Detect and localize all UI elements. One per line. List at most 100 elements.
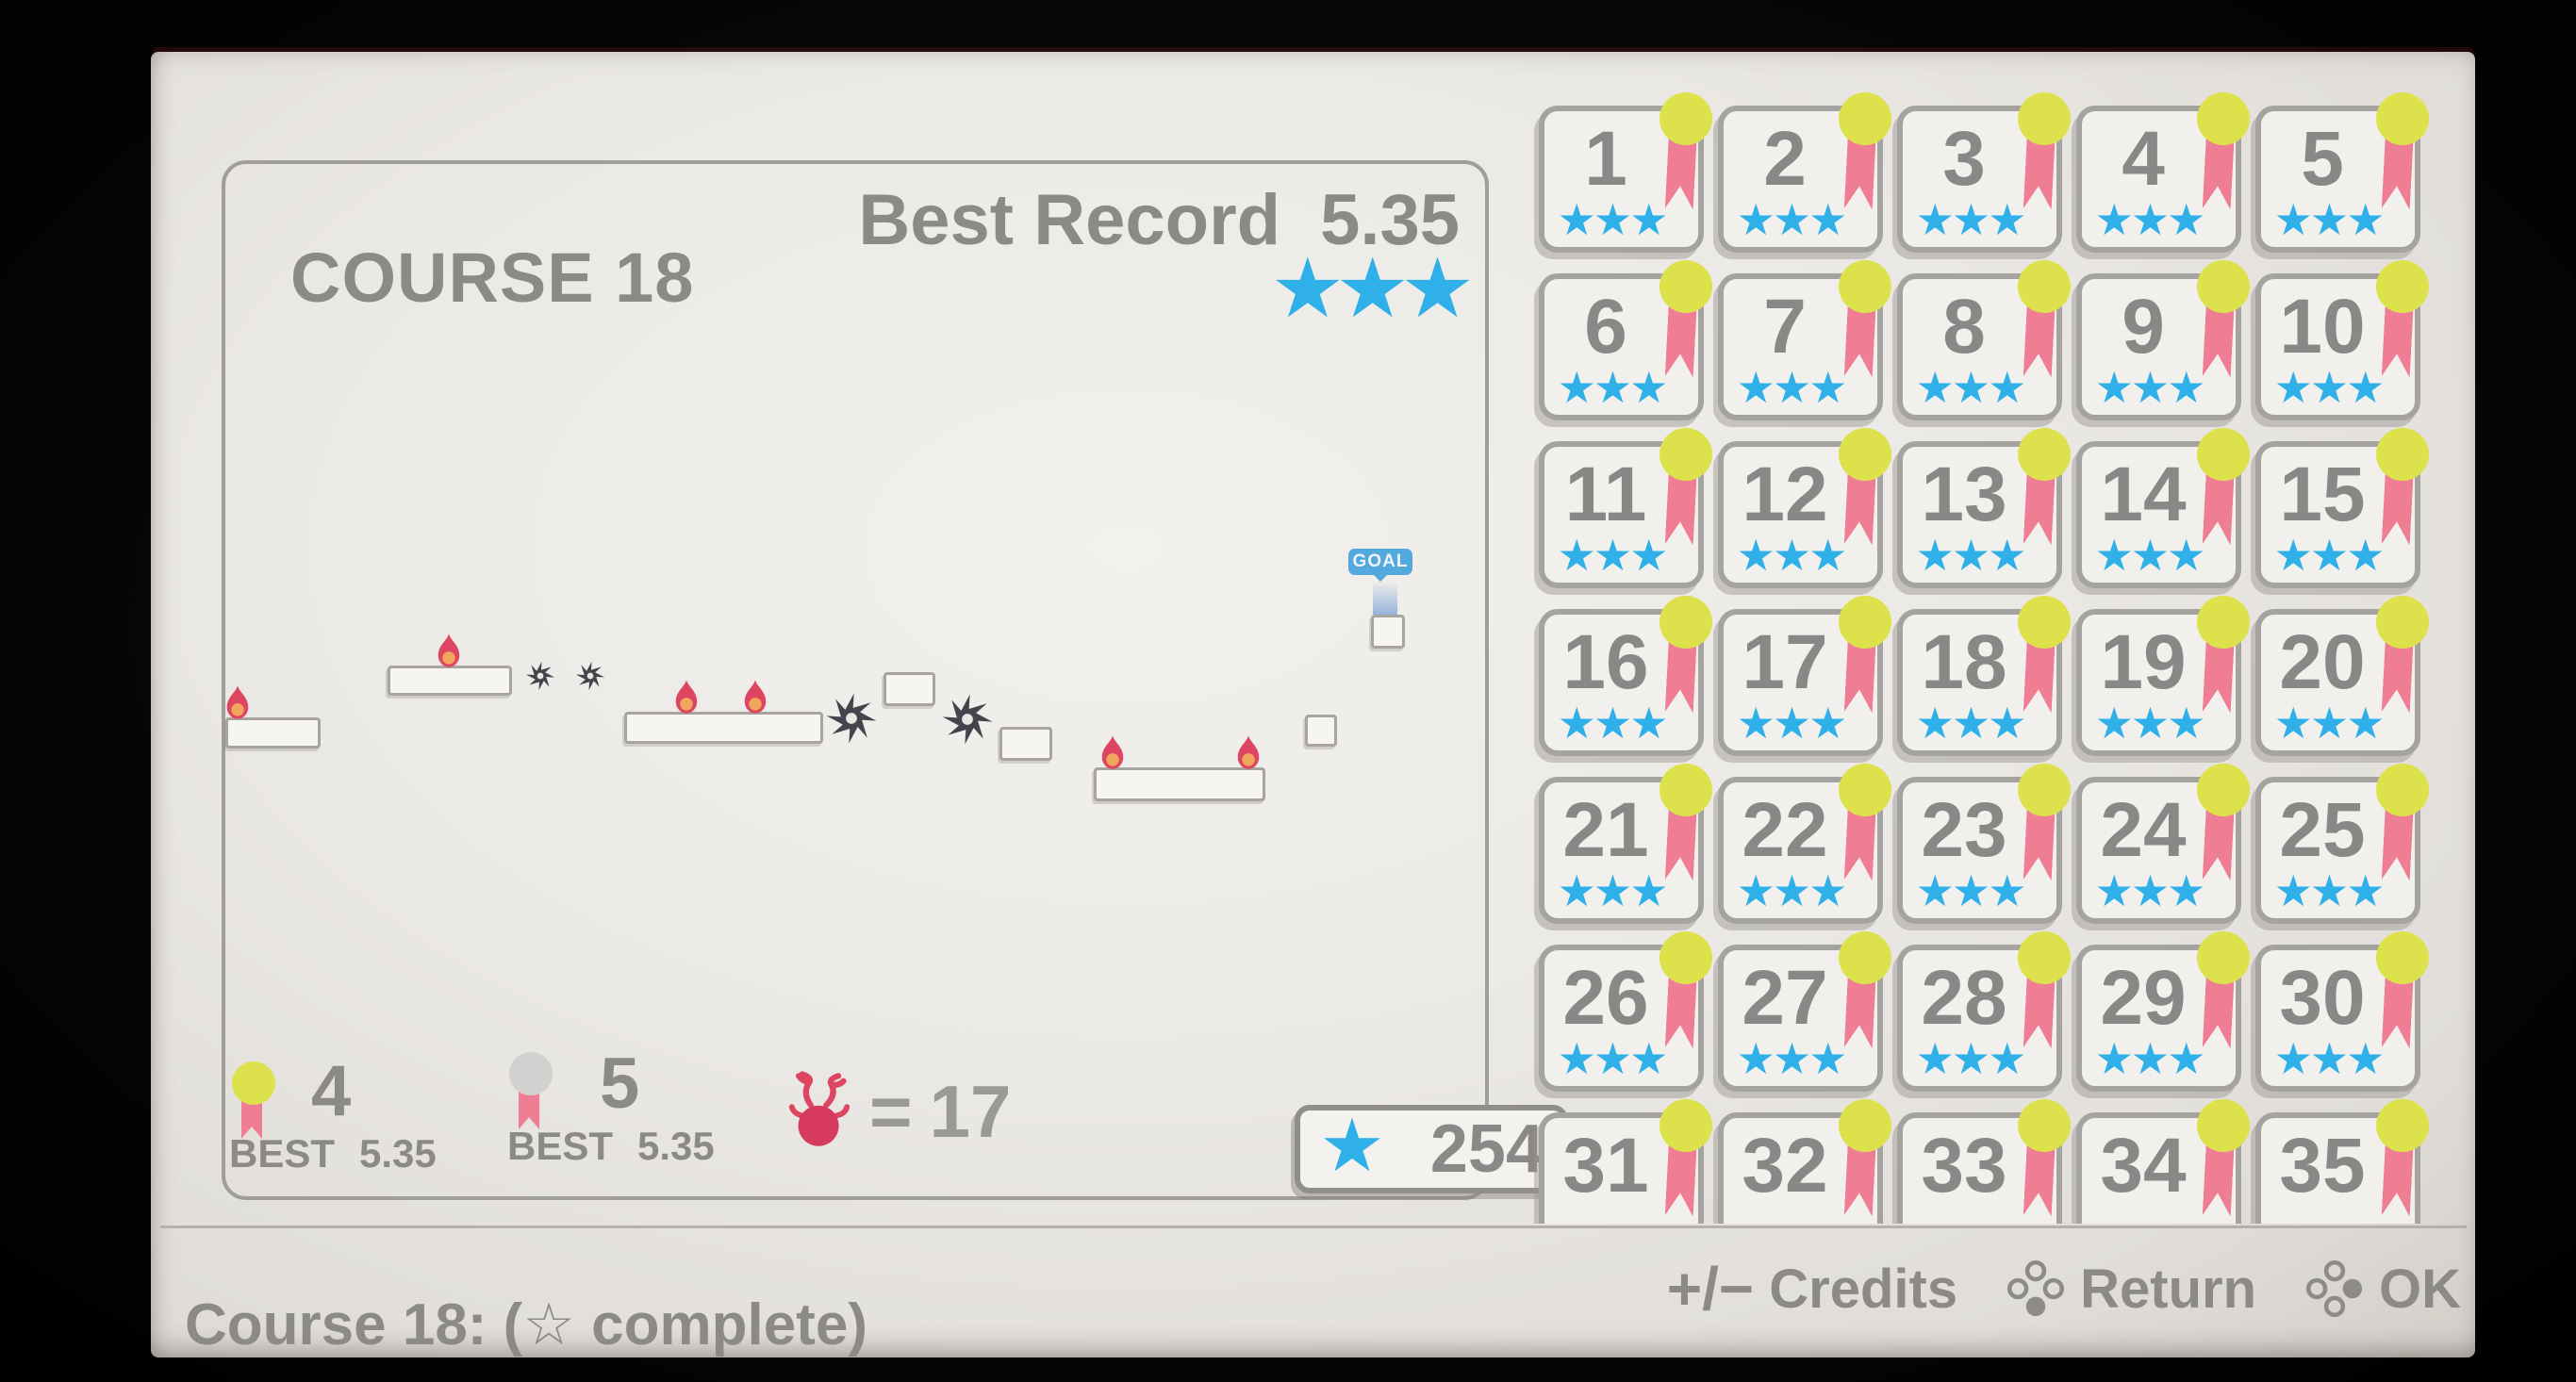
- course-tile-15[interactable]: 15 ★★★: [2255, 428, 2429, 588]
- flame-hazard: [435, 633, 463, 670]
- saw-hazard: [941, 693, 994, 746]
- medal-icon: [2376, 428, 2429, 481]
- course-number: 15: [2279, 452, 2366, 537]
- course-tile-16[interactable]: 16 ★★★: [1539, 596, 1712, 756]
- course-tile-28[interactable]: 28 ★★★: [1897, 931, 2071, 1092]
- course-number: 13: [1921, 452, 2007, 537]
- course-tile-31[interactable]: 31: [1539, 1099, 1712, 1224]
- medal-icon: [1660, 428, 1712, 481]
- ok-button[interactable]: OK: [2305, 1258, 2461, 1321]
- course-tile-3[interactable]: 3 ★★★: [1897, 92, 2071, 253]
- course-tile-9[interactable]: 9 ★★★: [2076, 260, 2250, 420]
- controls-bar: +/− Credits Return OK: [1667, 1254, 2461, 1324]
- gold-best-row: BEST 5.35: [229, 1131, 437, 1176]
- return-button[interactable]: Return: [2006, 1258, 2256, 1321]
- medal-icon: [1660, 1099, 1712, 1152]
- saw-blade-icon: [525, 661, 555, 691]
- silver-medal-count: 5: [600, 1044, 640, 1124]
- course-tile-26[interactable]: 26 ★★★: [1539, 931, 1712, 1092]
- saw-hazard: [575, 661, 605, 691]
- gold-medal-icon: [232, 1061, 275, 1105]
- course-number: 14: [2100, 452, 2187, 537]
- course-tile-11[interactable]: 11 ★★★: [1539, 428, 1712, 588]
- course-tile-19[interactable]: 19 ★★★: [2076, 596, 2250, 756]
- course-tile-34[interactable]: 34: [2076, 1099, 2250, 1224]
- course-number: 19: [2100, 619, 2187, 705]
- flame-icon: [226, 685, 249, 719]
- course-tile-10[interactable]: 10 ★★★: [2255, 260, 2429, 420]
- course-tile-27[interactable]: 27 ★★★: [1718, 931, 1891, 1092]
- flame-icon: [1101, 735, 1124, 769]
- course-tile-12[interactable]: 12 ★★★: [1718, 428, 1891, 588]
- course-tile-13[interactable]: 13 ★★★: [1897, 428, 2071, 588]
- course-tile-30[interactable]: 30 ★★★: [2255, 931, 2429, 1092]
- flame-icon: [1237, 735, 1260, 769]
- course-tile-25[interactable]: 25 ★★★: [2255, 764, 2429, 924]
- course-tile-23[interactable]: 23 ★★★: [1897, 764, 2071, 924]
- silver-medal-icon: [509, 1052, 553, 1095]
- course-stars: ★★★: [2273, 866, 2386, 915]
- medal-icon: [2197, 931, 2250, 984]
- course-tile-18[interactable]: 18 ★★★: [1897, 596, 2071, 756]
- course-tile-24[interactable]: 24 ★★★: [2076, 764, 2250, 924]
- course-number: 8: [1942, 284, 1986, 370]
- course-tile-32[interactable]: 32: [1718, 1099, 1891, 1224]
- course-stars: ★★★: [2094, 866, 2206, 915]
- course-stars: ★★★: [1736, 1034, 1848, 1083]
- course-tile-20[interactable]: 20 ★★★: [2255, 596, 2429, 756]
- course-tile-4[interactable]: 4 ★★★: [2076, 92, 2250, 253]
- medal-icon: [1660, 92, 1712, 145]
- course-number: 28: [1921, 955, 2007, 1041]
- saw-hazard: [525, 661, 555, 691]
- course-tile-1[interactable]: 1 ★★★: [1539, 92, 1712, 253]
- flame-hazard: [223, 684, 252, 722]
- course-stars: ★★★: [1557, 699, 1669, 748]
- course-tile-35[interactable]: 35: [2255, 1099, 2429, 1224]
- course-tile-17[interactable]: 17 ★★★: [1718, 596, 1891, 756]
- plus-minus-icon: +/−: [1666, 1255, 1755, 1323]
- course-tile-7[interactable]: 7 ★★★: [1718, 260, 1891, 420]
- course-tile-6[interactable]: 6 ★★★: [1539, 260, 1712, 420]
- medal-icon: [1839, 1099, 1891, 1152]
- course-number: 29: [2100, 955, 2187, 1041]
- course-number: 33: [1921, 1123, 2007, 1209]
- saw-blade-icon: [942, 694, 993, 745]
- medal-icon: [2018, 1099, 2071, 1152]
- flame-icon: [438, 633, 460, 667]
- silver-best-row: BEST 5.35: [507, 1124, 715, 1169]
- course-tile-2[interactable]: 2 ★★★: [1718, 92, 1891, 253]
- course-stars: ★★★: [1915, 699, 2027, 748]
- course-tile-5[interactable]: 5 ★★★: [2255, 92, 2429, 253]
- equals-sign: =: [869, 1070, 913, 1153]
- flame-hazard: [1098, 734, 1127, 772]
- return-label: Return: [2080, 1258, 2256, 1320]
- star-icon: ★: [1319, 1104, 1385, 1187]
- course-stars: ★★★: [1915, 866, 2027, 915]
- course-number: 21: [1562, 787, 1649, 873]
- star-counter-value: 254: [1429, 1111, 1544, 1187]
- gamepad-right-button-icon: [2305, 1259, 2364, 1318]
- course-tile-14[interactable]: 14 ★★★: [2076, 428, 2250, 588]
- gold-medal-count: 4: [311, 1051, 352, 1131]
- course-number: 32: [1742, 1123, 1828, 1209]
- star-counter: ★ 254: [1295, 1105, 1568, 1193]
- flame-hazard: [1234, 734, 1263, 772]
- course-tile-22[interactable]: 22 ★★★: [1718, 764, 1891, 924]
- medal-icon: [2018, 92, 2071, 145]
- medal-icon: [1660, 931, 1712, 984]
- course-stars: ★★★: [2094, 363, 2206, 412]
- course-number: 11: [1564, 452, 1647, 537]
- bug-icon: [788, 1071, 850, 1146]
- course-tile-21[interactable]: 21 ★★★: [1539, 764, 1712, 924]
- course-tile-8[interactable]: 8 ★★★: [1897, 260, 2071, 420]
- status-bar: Course 18: (☆ complete): [185, 1292, 867, 1357]
- credits-button[interactable]: +/− Credits: [1667, 1254, 1957, 1324]
- course-stars: ★★★: [1557, 1034, 1669, 1083]
- course-stars: ★★★: [2094, 531, 2206, 580]
- silver-medal-ribbon: [519, 1086, 539, 1129]
- course-tile-29[interactable]: 29 ★★★: [2076, 931, 2250, 1092]
- course-number: 4: [2122, 116, 2165, 202]
- platform: [883, 672, 935, 706]
- course-tile-33[interactable]: 33: [1897, 1099, 2071, 1224]
